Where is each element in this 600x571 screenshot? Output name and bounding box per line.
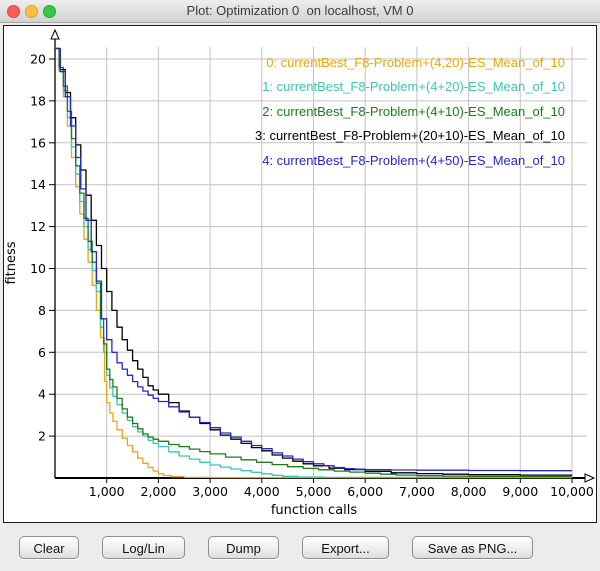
clear-button[interactable]: Clear [19,536,79,559]
tick-labels: 1,000 2,000 3,000 4,000 5,000 6,000 7,000 8,000… [4,52,594,519]
chart-svg[interactable]: 1,000 2,000 3,000 4,000 5,000 6,000 7,000 8,000… [4,26,596,521]
log-lin-button[interactable]: Log/Lin [102,536,185,559]
save-as-png-button[interactable]: Save as PNG... [412,536,533,559]
series-line-4 [55,47,572,472]
x-tick-label: 6,000 [347,484,383,499]
y-axis-arrow-icon [50,28,60,40]
minimize-button[interactable] [25,5,38,18]
y-tick-label: 14 [30,177,46,192]
y-tick-label: 4 [38,387,46,402]
legend-entry: 3: currentBest_F8-Problem+(20+10)-ES_Mea… [254,128,565,144]
plot-panel[interactable]: 1,000 2,000 3,000 4,000 5,000 6,000 7,000 8,000… [3,25,597,523]
title-bar[interactable]: Plot: Optimization 0 on localhost, VM 0 [0,0,600,23]
x-tick-label: 10,000 [550,484,594,499]
y-tick-label: 2 [38,429,46,444]
legend-entry: 0: currentBest_F8-Problem+(4,20)-ES_Mean… [266,55,565,70]
y-tick-label: 6 [38,345,46,360]
x-axis-title: function calls [271,503,358,518]
dump-button[interactable]: Dump [208,536,279,559]
legend-entry: 1: currentBest_F8-Problem+(4+20)-ES_Mean… [262,79,565,95]
legend-entry: 2: currentBest_F8-Problem+(4+10)-ES_Mean… [262,103,565,119]
x-tick-label: 1,000 [89,484,125,499]
x-tick-label: 8,000 [451,484,487,499]
y-tick-label: 12 [30,219,46,234]
y-tick-label: 10 [30,261,46,276]
y-tick-label: 20 [30,52,46,67]
y-tick-label: 8 [38,303,46,318]
x-tick-label: 4,000 [244,484,280,499]
grid-lines [55,47,587,478]
y-tick-label: 18 [30,93,46,108]
export-button[interactable]: Export... [302,536,389,559]
legend-entry: 4: currentBest_F8-Problem+(4+50)-ES_Mean… [262,152,565,168]
button-bar: Clear Log/Lin Dump Export... Save as PNG… [19,536,533,559]
x-tick-label: 5,000 [296,484,332,499]
series-line-2 [55,47,572,478]
x-tick-label: 7,000 [399,484,435,499]
window-title: Plot: Optimization 0 on localhost, VM 0 [186,3,414,18]
series-lines [55,47,573,479]
x-axis-arrow-icon [584,473,596,483]
close-button[interactable] [7,5,20,18]
chart-legend: 0: currentBest_F8-Problem+(4,20)-ES_Mean… [255,51,565,173]
x-tick-label: 2,000 [141,484,177,499]
x-tick-label: 9,000 [502,484,538,499]
y-tick-label: 16 [30,135,46,150]
series-line-1 [55,47,572,479]
y-axis-title: fitness [4,241,19,284]
zoom-button[interactable] [43,5,56,18]
x-tick-label: 3,000 [192,484,228,499]
